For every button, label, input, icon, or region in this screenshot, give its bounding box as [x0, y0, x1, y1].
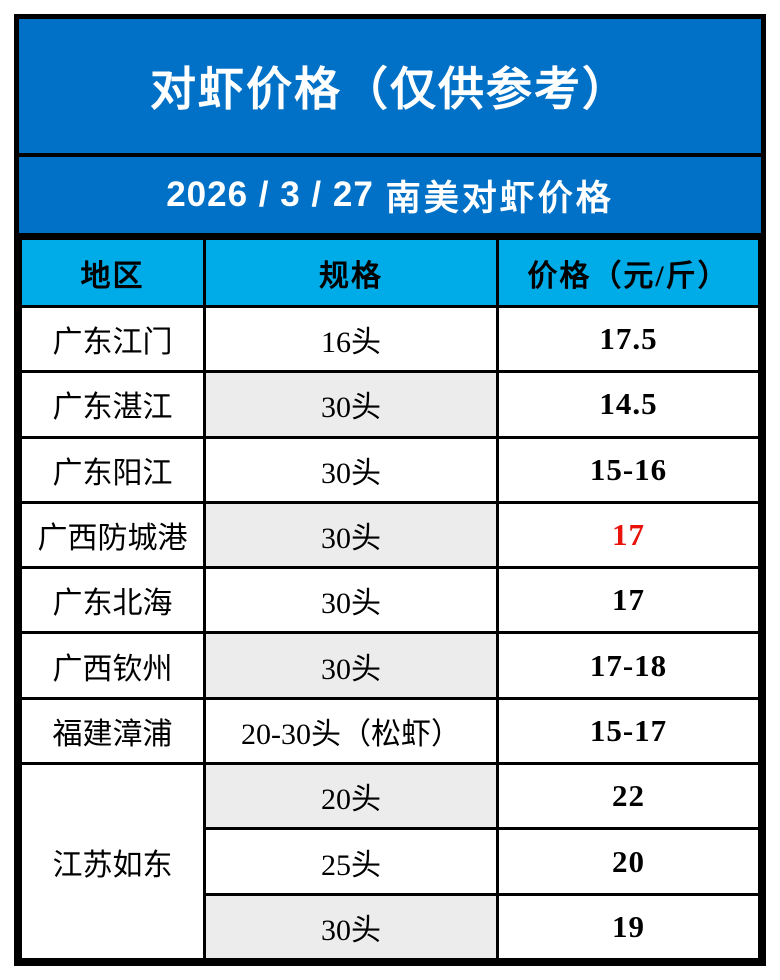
region-cell: 广西钦州 [19, 631, 206, 700]
table-row: 江苏如东 20头 22 [19, 762, 761, 961]
table-row: 广东阳江 30头 15-16 [19, 435, 761, 504]
region-cell: 广东江门 [19, 304, 206, 374]
spec-cell: 30头 [203, 500, 499, 570]
page-title: 对虾价格（仅供参考） [19, 19, 761, 157]
subtitle-row: 2026 / 3 / 27 南美对虾价格 [19, 157, 761, 237]
price-cell: 17 [496, 566, 761, 635]
price-cell: 15-16 [496, 435, 761, 504]
price-cell: 17-18 [496, 631, 761, 700]
price-cell: 22 [496, 762, 761, 831]
table-row: 25头 20 [21, 827, 761, 896]
spec-cell: 20头 [203, 762, 499, 831]
table-row: 福建漳浦 20-30头（松虾） 15-17 [19, 696, 761, 766]
date-text: 2026 / 3 / 27 [166, 175, 374, 214]
spec-cell: 25头 [203, 827, 499, 896]
region-cell-merged: 江苏如东 [19, 762, 206, 961]
spec-cell: 30头 [203, 892, 499, 962]
price-cell: 15-17 [496, 696, 761, 766]
column-header-region: 地区 [19, 237, 206, 308]
spec-cell: 30头 [203, 631, 499, 700]
table-row: 广西钦州 30头 17-18 [19, 631, 761, 700]
region-cell: 广东北海 [19, 566, 206, 635]
price-cell-highlighted: 17 [496, 500, 761, 570]
header-row: 地区 规格 价格（元/斤） [19, 237, 761, 308]
price-cell: 14.5 [496, 370, 761, 439]
price-cell: 20 [496, 827, 761, 896]
price-cell: 19 [496, 892, 761, 962]
column-header-spec: 规格 [203, 237, 499, 308]
price-cell: 17.5 [496, 304, 761, 374]
region-cell: 广西防城港 [19, 500, 206, 570]
spec-cell: 30头 [203, 566, 499, 635]
table-row: 广东湛江 30头 14.5 [19, 370, 761, 439]
table-row: 广东江门 16头 17.5 [19, 304, 761, 374]
table-row: 30头 19 [21, 892, 761, 962]
region-cell: 广东阳江 [19, 435, 206, 504]
spec-cell: 16头 [203, 304, 499, 374]
spec-cell: 20-30头（松虾） [203, 696, 499, 766]
column-header-price: 价格（元/斤） [496, 237, 761, 308]
price-table-card: 对虾价格（仅供参考） 2026 / 3 / 27 南美对虾价格 地区 规格 价格… [14, 14, 766, 966]
table-row: 广东北海 30头 17 [19, 566, 761, 635]
spec-cell: 30头 [203, 435, 499, 504]
subtitle-label: 南美对虾价格 [385, 178, 614, 218]
region-cell: 福建漳浦 [19, 696, 206, 766]
region-cell: 广东湛江 [19, 370, 206, 439]
price-table: 地区 规格 价格（元/斤） 广东江门 16头 17.5 广东湛江 30头 14.… [19, 237, 761, 962]
table-row: 广西防城港 30头 17 [19, 500, 761, 570]
spec-cell: 30头 [203, 370, 499, 439]
